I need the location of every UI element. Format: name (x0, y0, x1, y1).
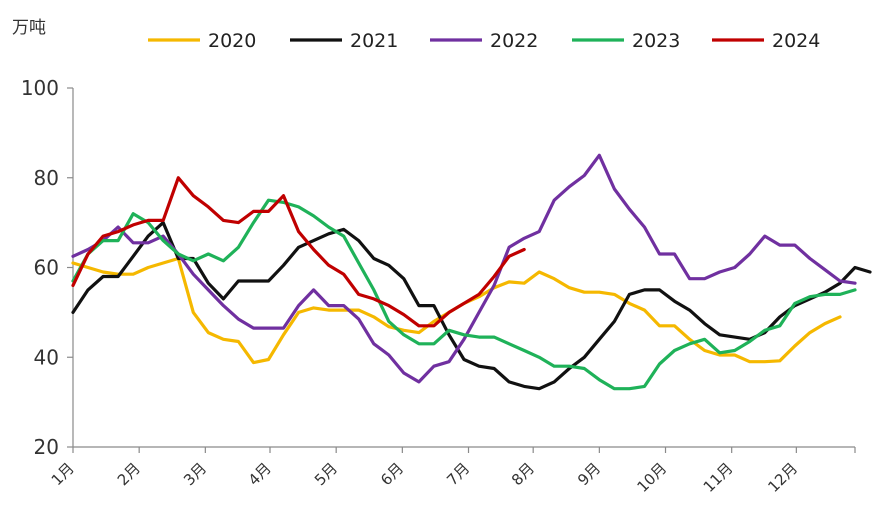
series-line-2024 (71, 176, 526, 328)
tick-labels: 20 40 60 80 100 1月 2月 3月 4月 5月 6月 7月 8月 9月 10月 11月 12月 (21, 76, 801, 496)
y-tick-label: 20 (34, 435, 59, 459)
x-tick-label: 7月 (443, 459, 473, 489)
x-tick-label: 6月 (377, 459, 407, 489)
legend-label-2020: 2020 (208, 30, 256, 52)
y-tick-label: 80 (34, 166, 59, 190)
y-tick-label: 60 (34, 256, 59, 280)
x-tick-label: 9月 (574, 459, 604, 489)
x-tick-label: 5月 (311, 459, 341, 489)
legend-label-2021: 2021 (350, 30, 398, 52)
legend-label-2023: 2023 (632, 30, 680, 52)
y-tick-label: 40 (34, 345, 59, 369)
series-line-2023 (71, 198, 857, 391)
x-tick-label: 4月 (245, 459, 275, 489)
x-tick-label: 2月 (114, 459, 144, 489)
series-line-2022 (71, 153, 857, 384)
x-tick-label: 8月 (508, 459, 538, 489)
axes (67, 87, 856, 453)
legend-label-2022: 2022 (490, 30, 538, 52)
y-unit-label: 万吨 (12, 18, 46, 38)
x-tick-label: 1月 (48, 459, 78, 489)
x-tick-label: 10月 (634, 459, 671, 496)
legend-label-2024: 2024 (772, 30, 820, 52)
x-tick-label: 3月 (180, 459, 210, 489)
series-lines (71, 153, 872, 391)
series-line-2021 (71, 221, 872, 391)
x-tick-label: 12月 (764, 459, 801, 496)
legend: 2020 2021 2022 2023 2024 (148, 30, 820, 52)
y-tick-label: 100 (21, 76, 59, 100)
x-tick-label: 11月 (700, 459, 737, 496)
